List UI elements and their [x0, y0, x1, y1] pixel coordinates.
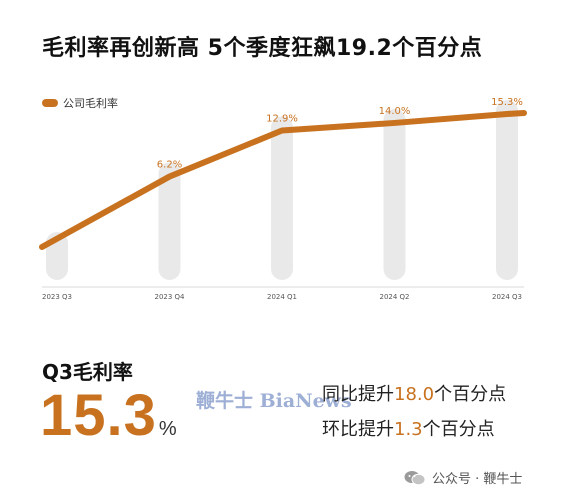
gross-margin-chart: 公司毛利率 6.2% 12.9% 14.0% 15.3% 2023 Q3 2023 Q4… — [39, 96, 527, 301]
series-line-gross-margin — [39, 110, 527, 250]
x-tick-label-5: 2024 Q3 — [492, 293, 522, 301]
big-value-block: 15.3% — [40, 382, 177, 449]
chart-legend: 公司毛利率 — [42, 96, 118, 110]
x-tick-label-3: 2024 Q1 — [267, 293, 297, 301]
column-5 — [496, 100, 518, 280]
footer: 公众号 · 鞭牛士 — [404, 468, 522, 487]
yoy-stat: 同比提升18.0个百分点 — [322, 380, 506, 406]
chart-title: 毛利率再创新高 5个季度狂飙19.2个百分点 — [42, 36, 483, 61]
footer-text: 公众号 · 鞭牛士 — [432, 472, 523, 487]
qoq-suffix: 个百分点 — [422, 419, 495, 440]
yoy-prefix: 同比提升 — [322, 384, 394, 405]
q3-margin-unit: % — [158, 418, 177, 440]
yoy-value: 18.0 — [394, 384, 435, 405]
x-tick-label-1: 2023 Q3 — [42, 293, 72, 301]
wechat-icon — [404, 470, 426, 485]
x-tick-label-2: 2023 Q4 — [154, 293, 185, 301]
qoq-stat: 环比提升1.3个百分点 — [322, 415, 495, 441]
yoy-suffix: 个百分点 — [434, 384, 507, 405]
qoq-prefix: 环比提升 — [322, 419, 394, 440]
q3-margin-label: Q3毛利率 — [42, 360, 133, 384]
data-label-3: 12.9% — [266, 114, 298, 125]
column-2 — [158, 162, 181, 280]
legend-label: 公司毛利率 — [63, 96, 118, 110]
qoq-value: 1.3 — [394, 419, 423, 440]
column-3 — [271, 116, 293, 280]
q3-margin-value: 15.3 — [40, 383, 157, 448]
x-tick-label-4: 2024 Q2 — [379, 293, 409, 301]
watermark: 鞭牛士 BiaNews — [196, 390, 352, 412]
legend-swatch — [42, 99, 58, 107]
data-label-4: 14.0% — [379, 106, 411, 117]
column-4 — [383, 108, 406, 280]
data-label-5: 15.3% — [491, 97, 523, 108]
data-label-2: 6.2% — [157, 160, 182, 171]
